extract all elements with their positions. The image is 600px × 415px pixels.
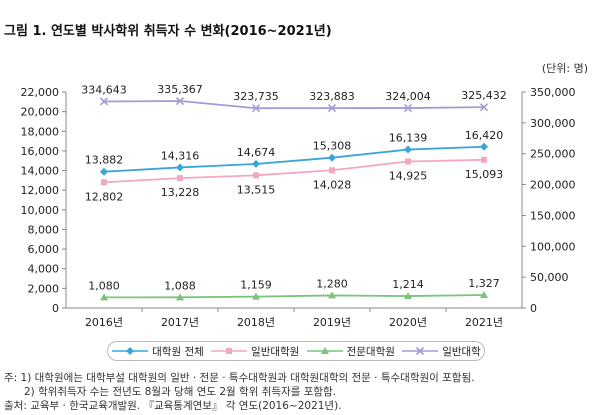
- data-point-0: [328, 153, 336, 162]
- legend-label: 일반대학원: [251, 345, 300, 358]
- legend-swatch-diamond-icon: [112, 347, 149, 355]
- data-label-1: 14,028: [313, 178, 352, 191]
- right-tick-label: 50,000: [530, 271, 569, 284]
- legend-item-series-0: 대학원 전체: [111, 344, 204, 359]
- data-label-0: 15,308: [313, 140, 352, 153]
- data-point-3: [175, 96, 185, 106]
- right-tick-label: 100,000: [530, 240, 576, 253]
- legend-swatch-square-icon: [211, 348, 248, 354]
- data-label-1: 13,515: [237, 183, 276, 196]
- x-tick-label: 2017년: [161, 316, 199, 329]
- legend-label: 전문대학원: [346, 345, 395, 358]
- data-label-2: 1,214: [392, 278, 424, 291]
- footnote-source: 출처: 교육부 · 한국교육개발원. 『교육통계연보』 각 연도(2016~20…: [4, 400, 342, 412]
- data-point-0: [252, 159, 260, 168]
- right-tick-label: 300,000: [530, 117, 576, 130]
- right-tick-label: 250,000: [530, 148, 576, 161]
- left-tick-label: 4,000: [28, 263, 60, 276]
- series-line-0: [103, 145, 485, 173]
- data-point-2: [480, 290, 488, 298]
- data-point-2: [328, 291, 336, 299]
- data-label-1: 14,925: [389, 169, 428, 182]
- footnote-2: 2) 학위취득자 수는 전년도 8월과 당해 연도 2월 학위 취득자를 포함함…: [24, 386, 337, 398]
- unit-label: (단위: 명): [541, 62, 588, 75]
- legend-label: 일반대학: [442, 345, 481, 358]
- data-label-2: 1,088: [164, 279, 196, 292]
- left-tick-label: 0: [52, 302, 59, 315]
- data-label-0: 16,420: [465, 129, 504, 142]
- data-point-3: [403, 103, 413, 113]
- data-point-0: [176, 163, 184, 172]
- chart-legend: 대학원 전체 일반대학원 전문대학원 일반대학: [107, 341, 485, 361]
- data-label-0: 14,674: [237, 146, 276, 159]
- data-label-0: 13,882: [85, 154, 124, 167]
- data-point-1: [405, 158, 411, 165]
- data-label-3: 324,004: [385, 90, 431, 103]
- data-point-0: [404, 145, 412, 154]
- data-point-2: [100, 293, 108, 301]
- x-tick-label: 2019년: [313, 316, 351, 329]
- data-point-0: [100, 167, 108, 176]
- right-tick-label: 150,000: [530, 209, 576, 222]
- x-tick-label: 2020년: [389, 316, 427, 329]
- data-label-0: 16,139: [389, 132, 428, 145]
- data-label-2: 1,080: [88, 279, 120, 292]
- left-tick-label: 20,000: [21, 106, 60, 119]
- legend-item-series-1: 일반대학원: [210, 344, 299, 359]
- data-point-1: [329, 167, 335, 174]
- footnote-1: 주: 1) 대학원에는 대학부설 대학원의 일반 · 전문 · 특수대학원과 대…: [4, 372, 475, 384]
- legend-item-series-2: 전문대학원: [306, 344, 395, 359]
- data-point-3: [479, 103, 489, 112]
- data-point-3: [251, 104, 261, 113]
- data-label-0: 14,316: [161, 149, 200, 162]
- data-point-1: [101, 179, 107, 186]
- data-label-3: 334,643: [81, 83, 127, 96]
- figure-title: 그림 1. 연도별 박사학위 취득자 수 변화(2016~2021년): [4, 24, 332, 39]
- series-line-2: [103, 294, 485, 299]
- right-tick-label: 200,000: [530, 179, 576, 192]
- data-point-3: [99, 97, 109, 106]
- data-label-3: 325,432: [461, 89, 507, 102]
- data-point-2: [176, 293, 184, 301]
- data-point-1: [177, 175, 183, 182]
- x-tick-label: 2016년: [85, 316, 123, 329]
- data-point-1: [253, 172, 259, 179]
- footnotes: 주: 1) 대학원에는 대학부설 대학원의 일반 · 전문 · 특수대학원과 대…: [4, 371, 474, 413]
- data-point-2: [252, 292, 260, 300]
- data-point-1: [481, 156, 487, 163]
- data-label-2: 1,159: [240, 279, 272, 292]
- data-label-2: 1,280: [316, 277, 348, 290]
- data-label-3: 323,735: [233, 90, 279, 103]
- series-line-3: [103, 100, 485, 110]
- legend-swatch-triangle-icon: [306, 347, 343, 354]
- left-tick-label: 14,000: [21, 165, 60, 178]
- data-label-2: 1,327: [468, 277, 500, 290]
- data-label-1: 13,228: [161, 186, 200, 199]
- left-tick-label: 2,000: [28, 282, 60, 295]
- line-chart: 0 2,000 4,000 6,000 8,000 10,000 12,000 14,000 1…: [21, 83, 576, 329]
- right-tick-label: 0: [530, 302, 537, 315]
- left-tick-label: 10,000: [21, 204, 60, 217]
- data-label-1: 12,802: [85, 190, 124, 203]
- data-point-3: [327, 104, 337, 113]
- data-label-3: 323,883: [309, 90, 355, 103]
- data-label-3: 335,367: [157, 83, 203, 96]
- data-label-1: 15,093: [465, 168, 504, 181]
- x-tick-label: 2021년: [465, 316, 503, 329]
- data-point-2: [404, 292, 412, 300]
- left-tick-label: 18,000: [21, 125, 60, 138]
- right-tick-label: 350,000: [530, 86, 576, 99]
- left-tick-label: 6,000: [28, 243, 60, 256]
- left-tick-label: 8,000: [28, 223, 60, 236]
- left-tick-label: 22,000: [21, 86, 60, 99]
- series-line-1: [103, 158, 485, 184]
- legend-swatch-x-icon: [402, 346, 439, 356]
- legend-item-series-3: 일반대학: [401, 344, 481, 359]
- data-point-0: [480, 142, 488, 151]
- left-tick-label: 16,000: [21, 145, 60, 158]
- x-tick-label: 2018년: [237, 316, 275, 329]
- legend-label: 대학원 전체: [152, 345, 204, 358]
- left-tick-label: 12,000: [21, 184, 60, 197]
